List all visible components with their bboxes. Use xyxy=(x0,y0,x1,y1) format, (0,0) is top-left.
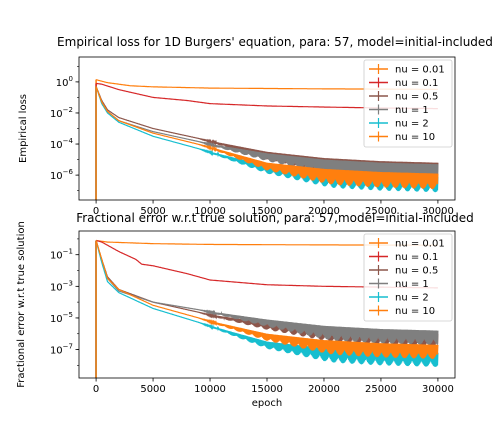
legend-entry-label: nu = 2 xyxy=(395,293,429,304)
x-tick-label: 25000 xyxy=(365,206,397,217)
chart-title: Empirical loss for 1D Burgers' equation,… xyxy=(57,35,493,49)
y-axis-label: Empirical loss xyxy=(18,94,29,163)
x-axis-label: epoch xyxy=(252,398,282,409)
series-line-nu-1 xyxy=(95,240,439,345)
chart-panel-1: Empirical loss for 1D Burgers' equation,… xyxy=(18,35,493,217)
legend-entry-label: nu = 0.01 xyxy=(395,239,445,250)
y-tick-label: 10−3 xyxy=(50,279,73,293)
series-line-nu-10 xyxy=(95,86,439,190)
y-tick-label: 10−1 xyxy=(50,248,73,262)
x-tick-label: 15000 xyxy=(251,206,283,217)
legend-entry-label: nu = 0.5 xyxy=(395,92,438,103)
x-tick-label: 5000 xyxy=(140,206,165,217)
x-tick-label: 15000 xyxy=(251,384,283,395)
legend-entry-label: nu = 0.01 xyxy=(395,65,445,76)
x-tick-label: 5000 xyxy=(140,384,165,395)
y-tick-label: 10−5 xyxy=(50,311,73,325)
y-tick-label: 10−7 xyxy=(50,343,73,357)
y-tick-label: 10−4 xyxy=(50,137,74,151)
x-tick-label: 30000 xyxy=(422,384,454,395)
x-tick-label: 10000 xyxy=(194,206,226,217)
y-tick-exponent: −6 xyxy=(63,168,74,176)
series-line-nu-1 xyxy=(95,86,439,180)
legend-entry-label: nu = 10 xyxy=(395,306,435,317)
y-tick-exponent: −1 xyxy=(63,248,73,256)
chart-panel-2: Fractional error w.r.t true solution, pa… xyxy=(16,211,474,409)
legend: nu = 0.01 nu = 0.1 nu = 0.5 nu = 1 nu = 2 nu … xyxy=(363,59,453,148)
x-tick-label: 10000 xyxy=(194,384,226,395)
x-tick-label: 20000 xyxy=(308,206,340,217)
x-tick-label: 0 xyxy=(93,206,99,217)
series-line-nu-10 xyxy=(95,240,439,359)
y-tick-exponent: −3 xyxy=(63,279,73,287)
chart-title: Fractional error w.r.t true solution, pa… xyxy=(76,211,474,225)
legend-entry-label: nu = 0.1 xyxy=(395,252,438,263)
legend: nu = 0.01 nu = 0.1 nu = 0.5 nu = 1 nu = 2 nu … xyxy=(363,233,453,322)
x-tick-label: 25000 xyxy=(365,384,397,395)
y-tick-exponent: −5 xyxy=(63,311,73,319)
y-tick-label: 10−6 xyxy=(50,168,74,182)
y-tick-exponent: −7 xyxy=(63,343,73,351)
y-tick-label: 100 xyxy=(56,75,73,89)
legend-entry-label: nu = 2 xyxy=(395,119,429,130)
x-tick-label: 0 xyxy=(93,384,99,395)
series-line-nu-0-5 xyxy=(95,86,439,179)
x-tick-label: 30000 xyxy=(422,206,454,217)
legend-entry-label: nu = 0.1 xyxy=(395,78,438,89)
y-tick-label: 10−2 xyxy=(50,106,73,120)
x-tick-label: 20000 xyxy=(308,384,340,395)
legend-entry-label: nu = 0.5 xyxy=(395,266,438,277)
legend-entry-label: nu = 10 xyxy=(395,132,435,143)
y-tick-exponent: −4 xyxy=(63,137,74,145)
legend-entry-label: nu = 1 xyxy=(395,105,429,116)
y-tick-exponent: 0 xyxy=(69,75,73,83)
y-axis-label: Fractional error w.r.t true solution xyxy=(16,221,27,388)
legend-entry-label: nu = 1 xyxy=(395,279,429,290)
y-tick-exponent: −2 xyxy=(63,106,73,114)
plot-area xyxy=(95,78,439,200)
